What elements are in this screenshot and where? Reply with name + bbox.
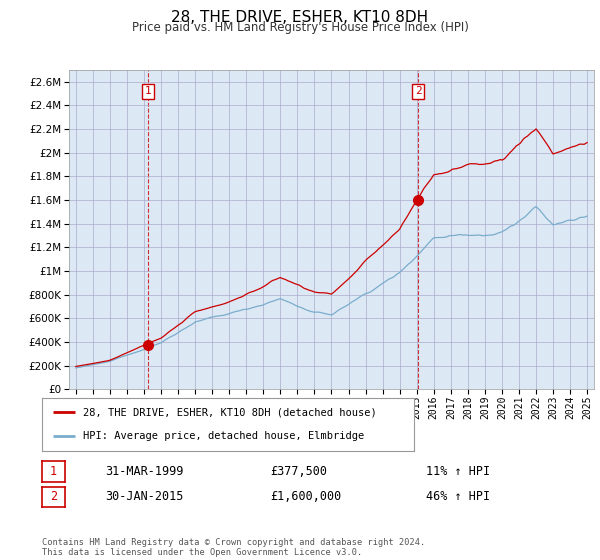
Text: 1: 1: [145, 86, 152, 96]
Text: 28, THE DRIVE, ESHER, KT10 8DH (detached house): 28, THE DRIVE, ESHER, KT10 8DH (detached…: [83, 408, 377, 418]
Text: 1: 1: [50, 465, 57, 478]
Text: 30-JAN-2015: 30-JAN-2015: [105, 490, 184, 503]
Text: Price paid vs. HM Land Registry's House Price Index (HPI): Price paid vs. HM Land Registry's House …: [131, 21, 469, 34]
Text: 11% ↑ HPI: 11% ↑ HPI: [426, 465, 490, 478]
Text: 31-MAR-1999: 31-MAR-1999: [105, 465, 184, 478]
Text: 2: 2: [50, 490, 57, 503]
Text: 2: 2: [415, 86, 421, 96]
Text: 46% ↑ HPI: 46% ↑ HPI: [426, 490, 490, 503]
Text: HPI: Average price, detached house, Elmbridge: HPI: Average price, detached house, Elmb…: [83, 431, 364, 441]
Text: £377,500: £377,500: [270, 465, 327, 478]
Text: Contains HM Land Registry data © Crown copyright and database right 2024.
This d: Contains HM Land Registry data © Crown c…: [42, 538, 425, 557]
Text: £1,600,000: £1,600,000: [270, 490, 341, 503]
Text: 28, THE DRIVE, ESHER, KT10 8DH: 28, THE DRIVE, ESHER, KT10 8DH: [172, 10, 428, 25]
